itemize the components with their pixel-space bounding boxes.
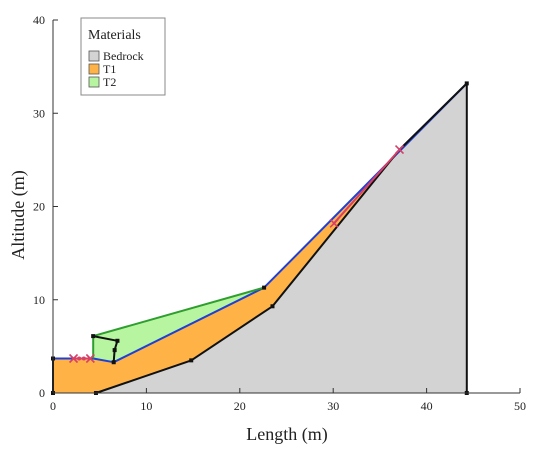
y-tick-label: 40: [33, 13, 45, 27]
legend-title: Materials: [88, 28, 141, 43]
y-tick-label: 0: [39, 386, 45, 400]
line-bedrock-interface: [95, 82, 468, 394]
x-tick-label: 40: [421, 399, 433, 413]
vertex-point: [189, 358, 194, 363]
x-tick-label: 0: [50, 399, 56, 413]
legend-swatch: [88, 76, 100, 88]
region-t2: [93, 287, 265, 363]
y-tick-label: 30: [33, 106, 45, 120]
legend-label: Bedrock: [103, 49, 144, 63]
axes: 0 10 20 30 40 50 0 10 20 30 40: [33, 13, 526, 413]
legend-label: T2: [103, 75, 116, 89]
vertex-point: [464, 81, 469, 86]
vertex-point: [270, 304, 275, 309]
legend-swatch: [88, 50, 100, 62]
line-inner-box: [93, 335, 119, 363]
y-axis-title: Altitude (m): [8, 170, 29, 259]
x-tick-label: 50: [514, 399, 526, 413]
marker-dot: [81, 356, 86, 361]
marker-cross: [394, 145, 405, 155]
marker-cross: [68, 353, 79, 364]
marker-cross: [85, 353, 95, 364]
vertex-point: [91, 334, 96, 339]
x-tick-label: 30: [327, 399, 339, 413]
y-tick-label: 20: [33, 200, 45, 214]
x-tick-label: 20: [234, 399, 246, 413]
x-axis-title: Length (m): [246, 424, 327, 445]
legend-label: T1: [103, 62, 116, 76]
vertex-point: [111, 360, 116, 365]
vertex-point: [262, 285, 267, 290]
region-bedrock: [96, 83, 467, 394]
marker-segment: [332, 148, 401, 225]
x-tick-label: 10: [140, 399, 152, 413]
legend-swatch: [88, 63, 100, 75]
marker-cross: [329, 218, 339, 228]
vertex-point: [115, 338, 120, 343]
marker-dot: [77, 356, 82, 361]
vertex-point: [112, 348, 117, 353]
plot-area: [51, 81, 469, 395]
y-tick-label: 10: [33, 293, 45, 307]
